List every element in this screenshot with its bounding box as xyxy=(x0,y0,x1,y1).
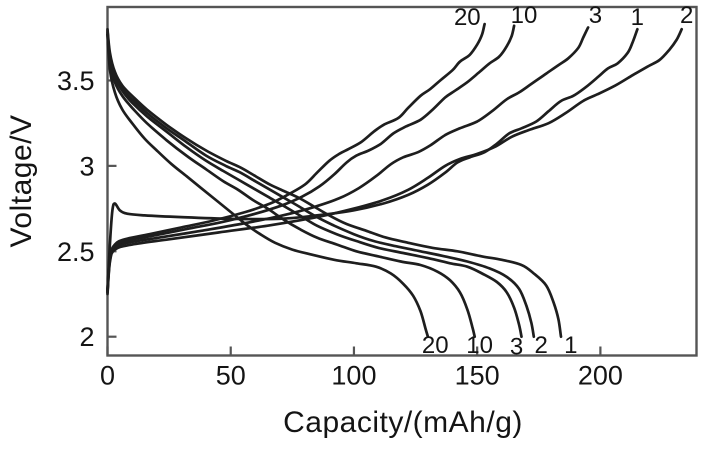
y-tick-label: 3.5 xyxy=(57,66,95,96)
curve-label-charge-1: 1 xyxy=(631,4,644,31)
curve-label-charge-10: 10 xyxy=(511,2,538,29)
curve-label-discharge-2: 2 xyxy=(535,332,548,359)
series-charge-cycle-3 xyxy=(106,26,590,294)
curve-label-charge-3: 3 xyxy=(589,2,602,29)
x-tick-label: 50 xyxy=(216,361,246,391)
series-discharge-cycle-3 xyxy=(106,31,523,339)
x-axis-title: Capacity/(mAh/g) xyxy=(283,406,523,439)
series-discharge-cycle-20 xyxy=(106,32,430,339)
plot-frame xyxy=(106,5,698,357)
curve-label-charge-20: 20 xyxy=(454,4,481,31)
y-tick-label: 2 xyxy=(79,322,94,352)
series-charge-cycle-1 xyxy=(106,27,639,294)
x-tick-label: 150 xyxy=(455,361,500,391)
curve-label-discharge-1: 1 xyxy=(564,332,577,359)
series-charge-cycle-20 xyxy=(106,22,486,291)
x-tick-label: 200 xyxy=(578,361,623,391)
curve-label-charge-2: 2 xyxy=(680,2,693,29)
curve-label-discharge-10: 10 xyxy=(466,332,493,359)
x-tick-label: 100 xyxy=(331,361,376,391)
series-charge-cycle-10 xyxy=(106,24,516,292)
y-axis-title: Voltage/V xyxy=(5,114,38,248)
y-tick-label: 3 xyxy=(79,151,94,181)
y-tick-label: 2.5 xyxy=(57,237,95,267)
curve-label-discharge-3: 3 xyxy=(510,333,523,360)
curve-label-discharge-20: 20 xyxy=(422,332,449,359)
series-discharge-cycle-2 xyxy=(106,29,536,339)
series-discharge-cycle-1 xyxy=(106,27,563,339)
x-tick-label: 0 xyxy=(100,361,115,391)
series-charge-cycle-2 xyxy=(106,27,684,296)
series-discharge-cycle-10 xyxy=(106,32,477,339)
